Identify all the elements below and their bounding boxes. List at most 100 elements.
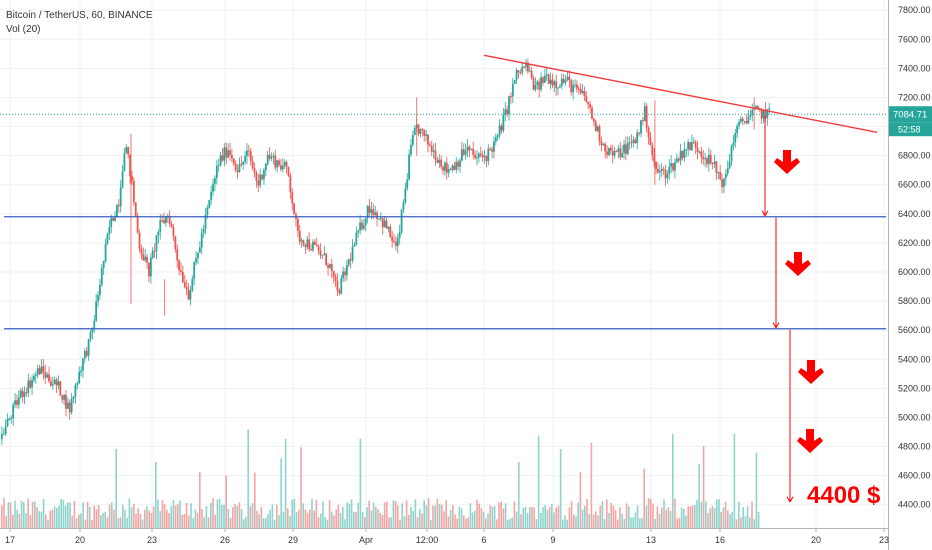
volume-bar	[102, 512, 104, 528]
candle-body	[106, 233, 109, 244]
price-tick-label: 5000.00	[898, 412, 931, 422]
candle-body	[310, 249, 312, 251]
candle-body	[487, 148, 490, 162]
candle-body	[319, 250, 322, 256]
volume-bar	[518, 462, 520, 528]
volume-bar	[368, 500, 370, 528]
volume-bar	[302, 503, 304, 528]
volume-bar	[480, 508, 483, 528]
grid	[0, 0, 888, 528]
volume-bar	[636, 505, 639, 528]
candle-body	[200, 233, 203, 248]
candle-body	[72, 396, 75, 399]
candle-body	[221, 155, 224, 161]
candle-body	[602, 143, 605, 146]
volume-bar	[601, 501, 604, 528]
candle-body	[29, 380, 32, 388]
candle-body	[51, 384, 54, 386]
candle-body	[212, 183, 214, 192]
volume-bar	[434, 505, 436, 528]
volume-bar	[295, 512, 298, 528]
candle-body	[606, 151, 608, 156]
volume-bar	[258, 514, 260, 528]
volume-bar	[20, 500, 23, 528]
volume-bar	[632, 517, 634, 528]
candle-body	[110, 217, 113, 228]
volume-bar	[353, 511, 355, 528]
candle-body	[696, 147, 699, 153]
candle-body	[206, 207, 209, 215]
candle-body	[4, 426, 7, 434]
candle-body	[78, 372, 81, 384]
candle-body	[538, 81, 541, 90]
volume-bar	[146, 506, 148, 528]
volume-bar	[720, 511, 722, 528]
volume-bar	[150, 513, 153, 528]
candle-body	[562, 78, 565, 83]
candle-body	[740, 118, 742, 122]
volume-bar	[575, 516, 577, 528]
volume-bar	[342, 506, 344, 528]
countdown-label: 52:58	[898, 125, 921, 135]
candle-body	[645, 106, 648, 128]
candle-body	[89, 332, 92, 339]
candle-body	[153, 250, 156, 252]
candle-body	[293, 203, 296, 215]
volume-bar	[617, 519, 619, 528]
volume-bar	[53, 506, 56, 528]
candle-body	[370, 209, 373, 213]
volume-bar	[658, 513, 661, 528]
candle-body	[453, 165, 456, 170]
price-tick-label: 6000.00	[898, 267, 931, 277]
candle-body	[227, 150, 230, 158]
volume-bar	[443, 511, 445, 528]
volume-bar	[339, 513, 342, 528]
candle-body	[264, 163, 267, 171]
candle-body	[728, 161, 731, 169]
price-tick-label: 6800.00	[898, 151, 931, 161]
candle-body	[755, 105, 757, 109]
volume-bar	[584, 505, 586, 528]
candles	[0, 58, 771, 446]
volume-bar	[344, 519, 346, 528]
volume-bar	[628, 506, 630, 528]
candle-body	[613, 150, 616, 156]
volume-bar	[289, 515, 291, 528]
volume-bar	[403, 516, 406, 528]
candle-body	[479, 153, 482, 156]
volume-bar	[108, 504, 111, 528]
candle-body	[447, 169, 450, 173]
volume-bar	[647, 498, 650, 528]
candle-body	[707, 154, 710, 165]
volume-bar	[322, 501, 324, 528]
volume-bar	[454, 514, 456, 528]
candle-body	[27, 380, 30, 393]
volume-bar	[513, 501, 516, 528]
volume-bar	[210, 502, 212, 528]
volume-bar	[496, 519, 498, 528]
candle-body	[240, 163, 243, 165]
volume-bar	[337, 504, 340, 528]
volume-bar	[366, 507, 368, 528]
volume-bar	[678, 517, 681, 528]
volume-bars	[1, 429, 760, 528]
volume-bar	[586, 499, 588, 528]
candle-body	[413, 127, 416, 135]
candle-body	[568, 76, 571, 81]
candle-body	[278, 160, 280, 166]
candle-body	[653, 155, 656, 163]
candle-body	[494, 137, 497, 142]
volume-bar	[388, 517, 390, 528]
volume-bar	[42, 499, 45, 528]
time-tick-label: 16	[715, 535, 725, 545]
candle-body	[442, 166, 444, 171]
candle-body	[312, 241, 314, 251]
volume-bar	[625, 503, 628, 528]
volume-bar	[520, 514, 522, 528]
candle-body	[36, 368, 39, 375]
volume-bar	[729, 514, 731, 528]
candle-body	[468, 146, 471, 150]
volume-bar	[157, 499, 159, 528]
candle-body	[719, 172, 722, 180]
